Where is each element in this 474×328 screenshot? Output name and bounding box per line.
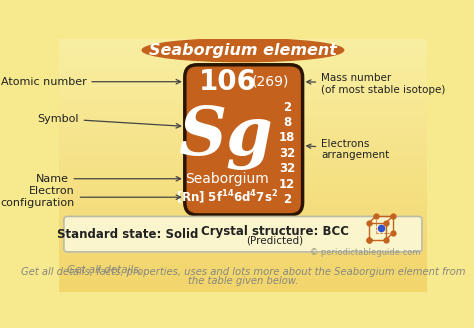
Text: Atomic number: Atomic number — [0, 77, 181, 87]
Text: 12: 12 — [279, 178, 295, 191]
FancyBboxPatch shape — [185, 65, 302, 215]
Text: 2: 2 — [283, 193, 291, 206]
FancyBboxPatch shape — [64, 216, 422, 252]
Text: Electrons
arrangement: Electrons arrangement — [307, 139, 390, 160]
Text: the table given below.: the table given below. — [188, 276, 298, 286]
Text: Standard state: Solid: Standard state: Solid — [57, 228, 198, 241]
Text: Symbol: Symbol — [37, 114, 181, 128]
Text: 32: 32 — [279, 162, 295, 175]
Text: 8: 8 — [283, 116, 291, 129]
Text: Electron
configuration: Electron configuration — [0, 186, 181, 208]
Text: Get all details,: Get all details, — [67, 265, 145, 275]
Text: © periodictableguide.com: © periodictableguide.com — [310, 248, 420, 257]
Text: Name: Name — [36, 174, 181, 184]
Text: 2: 2 — [283, 101, 291, 113]
Text: Sg: Sg — [178, 105, 273, 171]
Text: Seaborgium: Seaborgium — [185, 172, 269, 186]
Ellipse shape — [142, 39, 344, 62]
Text: 106: 106 — [199, 68, 257, 96]
Text: $\mathbf{[Rn]\ 5f^{14}6d^{4}7s^{2}}$: $\mathbf{[Rn]\ 5f^{14}6d^{4}7s^{2}}$ — [176, 188, 279, 206]
Text: 32: 32 — [279, 147, 295, 160]
Text: Seaborgium element: Seaborgium element — [149, 43, 337, 58]
Text: (269): (269) — [251, 75, 289, 89]
Text: Crystal structure: BCC: Crystal structure: BCC — [201, 225, 349, 237]
Text: Get all details, facts, properties, uses and lots more about the Seaborgium elem: Get all details, facts, properties, uses… — [21, 267, 465, 277]
Text: 18: 18 — [279, 132, 295, 144]
Text: Mass number
(of most stable isotope): Mass number (of most stable isotope) — [307, 73, 446, 95]
Text: (Predicted): (Predicted) — [246, 235, 303, 245]
